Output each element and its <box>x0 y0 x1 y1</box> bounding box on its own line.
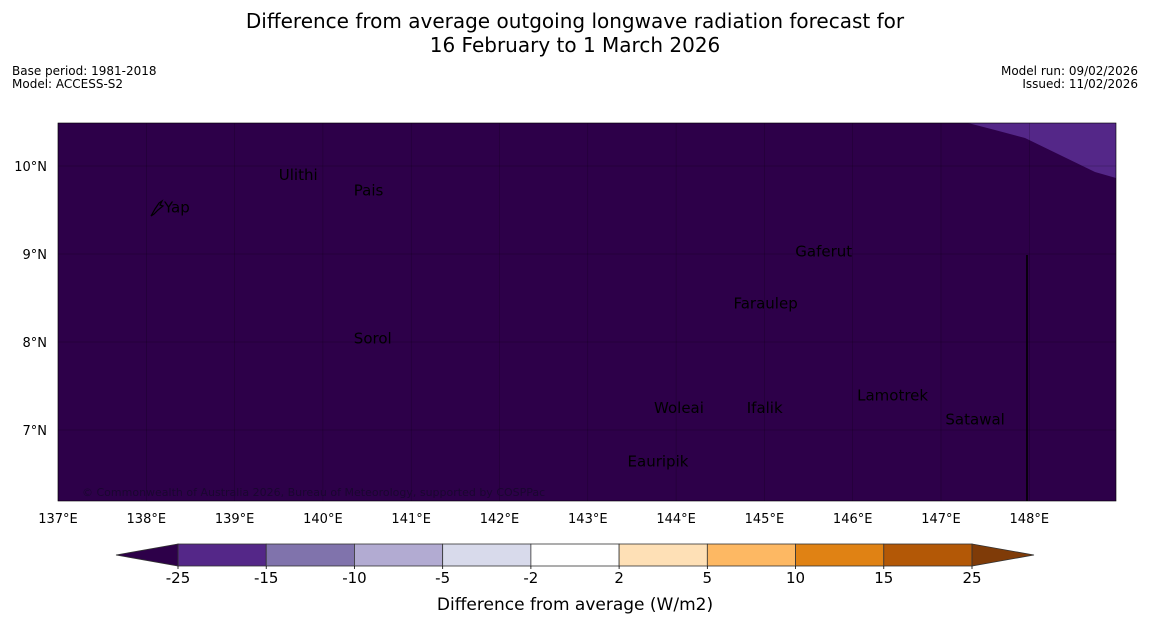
longitude-tick-label: 142°E <box>480 512 520 527</box>
latitude-tick-label: 7°N <box>23 424 48 439</box>
colorbar-tick-label: 5 <box>703 569 713 587</box>
colorbar-bin <box>354 543 444 567</box>
place-label-yap: Yap <box>163 198 190 216</box>
colorbar-bin <box>883 543 973 567</box>
meta-left: Base period: 1981-2018 Model: ACCESS-S2 <box>12 65 157 91</box>
place-label-lamotrek: Lamotrek <box>857 387 928 405</box>
colorbar-bin <box>442 543 532 567</box>
colorbar-tick-label: 2 <box>614 569 624 587</box>
model-run-text: Model run: 09/02/2026 <box>1000 64 1138 78</box>
colorbar-tick-label: -15 <box>254 569 279 587</box>
colorbar-tick-label: 15 <box>874 569 893 587</box>
longitude-tick-label: 143°E <box>568 512 608 527</box>
longitude-tick-label: 137°E <box>38 512 78 527</box>
longitude-tick-label: 146°E <box>833 512 873 527</box>
title-line-2: 16 February to 1 March 2026 <box>429 33 721 57</box>
colorbar-bin <box>530 543 620 567</box>
colorbar-tick-label: -2 <box>523 569 538 587</box>
latitude-ticks: 10°N 9°N 8°N 7°N <box>14 160 47 439</box>
colorbar-bin <box>265 543 355 567</box>
copyright-text: © Commonwealth of Australia 2026, Bureau… <box>82 486 545 499</box>
longitude-tick-label: 145°E <box>745 512 785 527</box>
colorbar-bin <box>706 543 796 567</box>
map-frame <box>57 122 1117 502</box>
place-label-pais: Pais <box>354 182 384 200</box>
longitude-tick-label: 147°E <box>921 512 961 527</box>
meta-right: Model run: 09/02/2026 Issued: 11/02/2026 <box>1001 65 1138 91</box>
longitude-ticks: 137°E 138°E 139°E 140°E 141°E 142°E 143°E 144°E… <box>38 512 1049 527</box>
place-label-faraulep: Faraulep <box>733 294 797 312</box>
latitude-tick-label: 10°N <box>14 160 47 175</box>
longitude-tick-label: 144°E <box>656 512 696 527</box>
colorbar-tick-label: -25 <box>166 569 191 587</box>
anomaly-patch-northeast <box>968 123 1116 178</box>
place-label-woleai: Woleai <box>654 399 704 417</box>
map-title: Difference from average outgoing longwav… <box>0 9 1150 57</box>
colorbar-over-arrow <box>971 543 1035 567</box>
base-period-text: Base period: 1981-2018 <box>12 64 157 78</box>
place-label-eauripik: Eauripik <box>628 453 689 471</box>
colorbar: -25 -15 -10 -5 -2 2 5 10 15 25 Difference from av… <box>115 543 1035 615</box>
longitude-tick-label: 139°E <box>215 512 255 527</box>
longitude-tick-label: 140°E <box>303 512 343 527</box>
colorbar-tick-label: -5 <box>435 569 450 587</box>
place-label-sorol: Sorol <box>354 329 392 347</box>
longitude-tick-label: 141°E <box>391 512 431 527</box>
yap-island-outline <box>150 199 165 217</box>
latitude-tick-label: 9°N <box>23 248 48 263</box>
longitude-tick-label: 148°E <box>1010 512 1050 527</box>
place-labels: Ulithi Pais Yap Gaferut Faraulep Sorol Lamotre… <box>163 166 1005 471</box>
place-label-ulithi: Ulithi <box>279 166 318 184</box>
colorbar-bin <box>795 543 885 567</box>
colorbar-bin <box>177 543 267 567</box>
place-label-satawal: Satawal <box>945 410 1004 428</box>
map-area: Ulithi Pais Yap Gaferut Faraulep Sorol Lamotre… <box>57 122 1117 502</box>
title-line-1: Difference from average outgoing longwav… <box>245 9 905 33</box>
colorbar-tick-label: 10 <box>786 569 805 587</box>
colorbar-label: Difference from average (W/m2) <box>437 595 713 615</box>
colorbar-under-arrow <box>115 543 179 567</box>
longitude-tick-label: 138°E <box>127 512 167 527</box>
issued-text: Issued: 11/02/2026 <box>1022 77 1138 91</box>
colorbar-tick-label: -10 <box>342 569 367 587</box>
colorbar-tick-label: 25 <box>962 569 981 587</box>
colorbar-bin <box>618 543 708 567</box>
latitude-tick-label: 8°N <box>23 336 48 351</box>
map-background <box>58 123 1116 501</box>
place-label-gaferut: Gaferut <box>795 242 852 260</box>
model-text: Model: ACCESS-S2 <box>12 77 124 91</box>
place-label-ifalik: Ifalik <box>747 399 783 417</box>
